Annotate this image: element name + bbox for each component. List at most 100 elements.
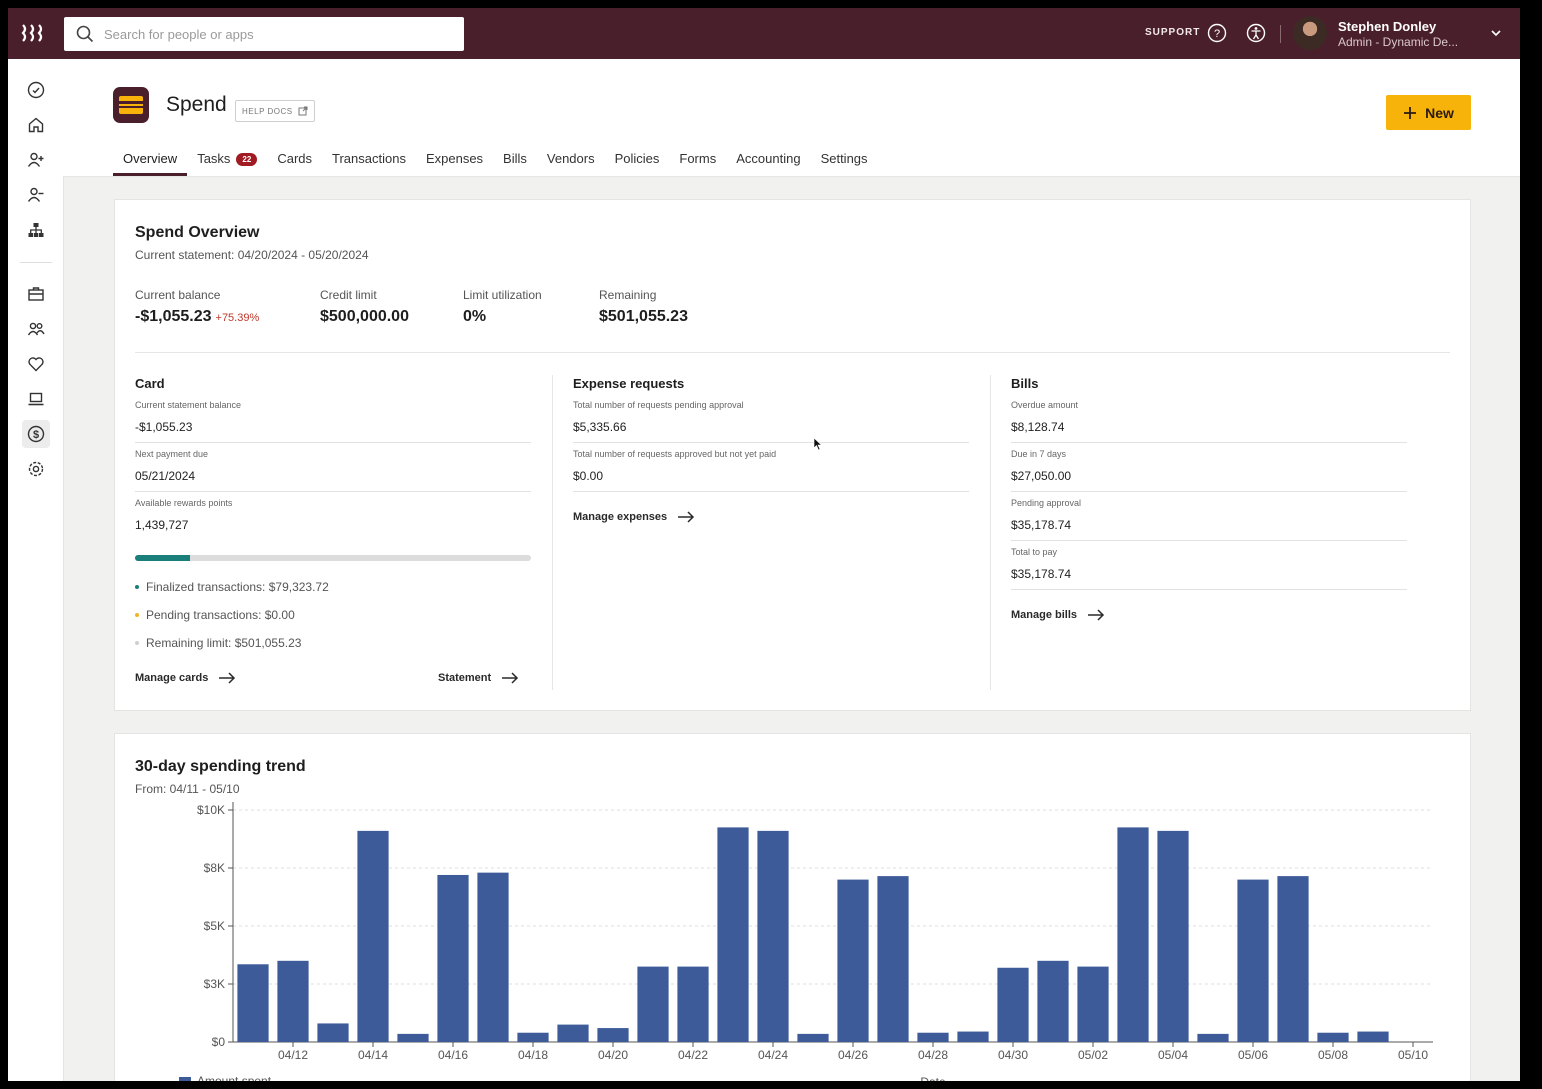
bar xyxy=(717,827,749,1042)
org-chart-icon[interactable] xyxy=(25,219,47,241)
search-box[interactable] xyxy=(64,17,464,51)
spend-dollar-icon[interactable]: $ xyxy=(22,420,50,448)
row-label: Available rewards points xyxy=(135,498,233,508)
row-value: $27,050.00 xyxy=(1011,469,1072,483)
limit-progress-bar xyxy=(135,555,531,561)
row-value: $5,335.66 xyxy=(573,420,627,434)
bar xyxy=(317,1023,349,1042)
legend-dot xyxy=(135,585,139,589)
link-label: Statement xyxy=(438,672,492,684)
column-divider xyxy=(990,375,991,690)
laptop-icon[interactable] xyxy=(25,388,47,410)
bar xyxy=(1077,966,1109,1042)
link-label: Manage expenses xyxy=(573,511,668,523)
svg-text:?: ? xyxy=(1214,28,1220,40)
x-tick-label: 04/18 xyxy=(518,1048,548,1062)
people-icon[interactable] xyxy=(25,318,47,340)
bar xyxy=(957,1031,989,1042)
bar xyxy=(1037,960,1069,1042)
tab-transactions[interactable]: Transactions xyxy=(322,144,416,176)
legend-label: Amount spent xyxy=(197,1074,272,1081)
bar xyxy=(757,830,789,1042)
help-icon[interactable]: ? xyxy=(1207,23,1227,43)
help-docs-button[interactable]: HELP DOCS xyxy=(235,100,315,122)
tab-cards[interactable]: Cards xyxy=(267,144,322,176)
user-role[interactable]: Admin - Dynamic De... xyxy=(1338,35,1459,49)
section-divider xyxy=(135,352,1450,353)
x-tick-label: 04/14 xyxy=(358,1048,388,1062)
tab-label: Settings xyxy=(820,151,868,166)
svg-text:$: $ xyxy=(33,429,39,441)
tab-policies[interactable]: Policies xyxy=(605,144,670,176)
x-tick-label: 05/06 xyxy=(1238,1048,1268,1062)
sidebar-dashboard-icon[interactable] xyxy=(25,79,47,101)
manage-cards-link[interactable]: Manage cards xyxy=(135,672,236,684)
tab-overview[interactable]: Overview xyxy=(113,144,188,176)
bar xyxy=(357,830,389,1042)
heart-icon[interactable] xyxy=(25,353,47,375)
bar xyxy=(1277,876,1309,1042)
x-tick-label: 04/22 xyxy=(678,1048,708,1062)
manage-expenses-link[interactable]: Manage expenses xyxy=(573,511,695,523)
rippling-logo-icon[interactable] xyxy=(20,22,46,44)
row-label: Current statement balance xyxy=(135,400,242,410)
tab-label: Transactions xyxy=(332,151,406,166)
row-divider xyxy=(1011,540,1407,541)
bar xyxy=(837,879,869,1042)
home-icon[interactable] xyxy=(25,114,47,136)
add-user-icon[interactable] xyxy=(25,149,47,171)
statement-link[interactable]: Statement xyxy=(438,672,519,684)
avatar[interactable] xyxy=(1293,16,1327,50)
tasks-count-badge: 22 xyxy=(236,153,258,166)
chart-title: 30-day spending trend xyxy=(135,758,306,775)
legend-label: Remaining limit: $501,055.23 xyxy=(146,636,302,650)
accessibility-icon[interactable] xyxy=(1246,23,1266,43)
credit-limit-value: $500,000.00 xyxy=(320,308,409,325)
x-tick-label: 04/16 xyxy=(438,1048,468,1062)
row-label: Total number of requests approved but no… xyxy=(573,449,777,459)
external-link-icon xyxy=(298,106,308,116)
tab-bar: Overview Tasks 22 Cards Transactions Expe… xyxy=(113,144,878,176)
column-divider xyxy=(552,375,553,690)
tab-forms[interactable]: Forms xyxy=(669,144,726,176)
chevron-down-icon[interactable] xyxy=(1490,28,1502,38)
manage-bills-link[interactable]: Manage bills xyxy=(1011,609,1105,621)
search-input[interactable] xyxy=(102,25,446,43)
page-title: Spend xyxy=(166,93,227,116)
tab-settings[interactable]: Settings xyxy=(811,144,878,176)
new-button-label: New xyxy=(1425,104,1454,121)
settings-gear-icon[interactable] xyxy=(25,458,47,480)
y-tick-label: $3K xyxy=(204,977,225,991)
tab-accounting[interactable]: Accounting xyxy=(726,144,810,176)
card-section-title: Card xyxy=(135,376,165,391)
row-value: 05/21/2024 xyxy=(135,469,196,483)
tab-label: Tasks xyxy=(197,151,231,166)
app-window: SUPPORT ? Stephen Donley Admin - Dynamic… xyxy=(8,8,1520,1081)
y-tick-label: $5K xyxy=(204,919,225,933)
tab-bills[interactable]: Bills xyxy=(493,144,537,176)
legend-dot xyxy=(135,641,139,645)
remove-user-icon[interactable] xyxy=(25,184,47,206)
tab-vendors[interactable]: Vendors xyxy=(537,144,605,176)
stat-label: Credit limit xyxy=(320,288,377,302)
row-divider xyxy=(135,491,531,492)
row-divider xyxy=(1011,491,1407,492)
user-name[interactable]: Stephen Donley xyxy=(1338,19,1437,34)
tab-expenses[interactable]: Expenses xyxy=(416,144,493,176)
spending-trend-card: 30-day spending trend From: 04/11 - 05/1… xyxy=(114,733,1471,1081)
row-label: Due in 7 days xyxy=(1011,449,1067,459)
row-divider xyxy=(1011,589,1407,590)
chart-subtitle: From: 04/11 - 05/10 xyxy=(135,782,240,796)
legend-finalized: Finalized transactions: $79,323.72 xyxy=(135,580,329,594)
support-link[interactable]: SUPPORT xyxy=(1145,27,1201,38)
row-label: Next payment due xyxy=(135,449,209,459)
progress-fill xyxy=(135,555,191,561)
legend-label: Pending transactions: $0.00 xyxy=(146,608,295,622)
briefcase-icon[interactable] xyxy=(25,283,47,305)
legend-swatch xyxy=(179,1077,191,1081)
bar xyxy=(677,966,709,1042)
new-button[interactable]: New xyxy=(1386,95,1471,130)
sidebar: $ xyxy=(8,59,64,1081)
link-label: Manage bills xyxy=(1011,609,1078,621)
tab-tasks[interactable]: Tasks 22 xyxy=(187,144,267,176)
